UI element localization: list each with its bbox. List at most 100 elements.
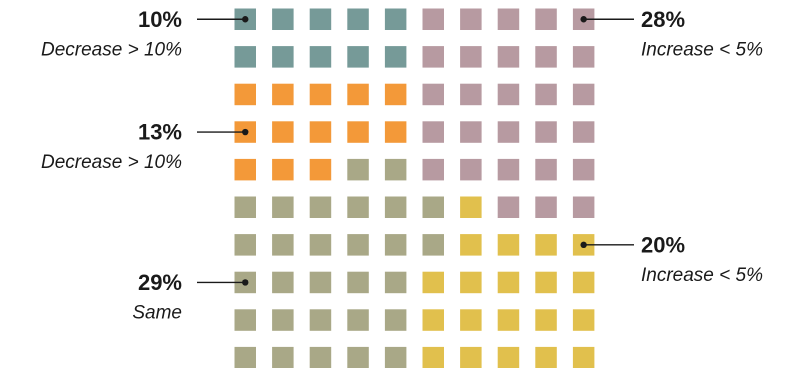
- waffle-cell-same: [347, 347, 369, 368]
- waffle-cell-increase-lt-5-mauve: [460, 121, 482, 143]
- waffle-cell-increase-lt-5-mauve: [423, 84, 445, 106]
- waffle-cell-increase-lt-5-mauve: [423, 9, 445, 31]
- waffle-cell-increase-lt-5-mauve: [498, 46, 520, 68]
- waffle-cell-increase-lt-5-mauve: [535, 121, 557, 143]
- waffle-cell-same: [385, 309, 407, 331]
- percent-label: 20%: [641, 232, 685, 257]
- waffle-cell-increase-lt-5-yellow: [498, 347, 520, 368]
- waffle-cell-decrease-gt-10-orange: [310, 84, 332, 106]
- waffle-cell-increase-lt-5-mauve: [573, 121, 595, 143]
- waffle-cell-increase-lt-5-yellow: [460, 309, 482, 331]
- waffle-cell-increase-lt-5-yellow: [535, 272, 557, 294]
- waffle-cell-increase-lt-5-mauve: [498, 197, 520, 219]
- waffle-cell-increase-lt-5-yellow: [573, 347, 595, 368]
- waffle-cell-same: [347, 159, 369, 181]
- waffle-cell-same: [272, 234, 294, 256]
- waffle-cell-decrease-gt-10-orange: [272, 121, 294, 143]
- waffle-cell-same: [423, 197, 445, 219]
- waffle-cell-increase-lt-5-mauve: [460, 159, 482, 181]
- description-label: Decrease > 10%: [41, 152, 182, 173]
- waffle-cell-increase-lt-5-yellow: [535, 309, 557, 331]
- waffle-cell-decrease-gt-10-orange: [347, 84, 369, 106]
- waffle-cell-increase-lt-5-mauve: [535, 9, 557, 31]
- waffle-cell-increase-lt-5-mauve: [573, 84, 595, 106]
- waffle-cell-increase-lt-5-mauve: [535, 197, 557, 219]
- waffle-cell-increase-lt-5-mauve: [423, 159, 445, 181]
- waffle-cell-same: [347, 234, 369, 256]
- waffle-cell-same: [310, 347, 332, 368]
- waffle-cell-increase-lt-5-mauve: [423, 46, 445, 68]
- waffle-cell-decrease-gt-10-orange: [272, 84, 294, 106]
- percent-label: 29%: [138, 270, 182, 295]
- waffle-cell-increase-lt-5-mauve: [535, 159, 557, 181]
- waffle-cell-increase-lt-5-yellow: [498, 234, 520, 256]
- waffle-cell-increase-lt-5-mauve: [498, 121, 520, 143]
- anchor-dot: [242, 16, 248, 22]
- waffle-cell-decrease-gt-10-teal: [385, 9, 407, 31]
- waffle-cell-increase-lt-5-yellow: [535, 347, 557, 368]
- waffle-cell-increase-lt-5-yellow: [573, 309, 595, 331]
- annotation-decrease-gt-10-teal: 10% Decrease > 10%: [41, 7, 248, 61]
- waffle-cell-increase-lt-5-mauve: [573, 159, 595, 181]
- waffle-cell-increase-lt-5-yellow: [498, 272, 520, 294]
- waffle-cell-same: [385, 347, 407, 368]
- waffle-cell-same: [235, 309, 257, 331]
- waffle-cell-decrease-gt-10-orange: [310, 121, 332, 143]
- waffle-cell-increase-lt-5-mauve: [535, 46, 557, 68]
- waffle-cell-increase-lt-5-yellow: [498, 309, 520, 331]
- waffle-cell-increase-lt-5-mauve: [535, 84, 557, 106]
- percent-label: 28%: [641, 7, 685, 32]
- waffle-cell-same: [347, 197, 369, 219]
- waffle-cell-increase-lt-5-yellow: [573, 272, 595, 294]
- waffle-cell-decrease-gt-10-orange: [347, 121, 369, 143]
- waffle-cell-decrease-gt-10-teal: [347, 46, 369, 68]
- waffle-cell-increase-lt-5-mauve: [498, 84, 520, 106]
- description-label: Decrease > 10%: [41, 39, 182, 60]
- waffle-cell-decrease-gt-10-orange: [272, 159, 294, 181]
- waffle-cell-increase-lt-5-mauve: [573, 197, 595, 219]
- annotation-same: 29% Same: [132, 270, 248, 324]
- waffle-cell-decrease-gt-10-teal: [347, 9, 369, 31]
- waffle-cell-same: [272, 197, 294, 219]
- waffle-cell-decrease-gt-10-orange: [235, 159, 257, 181]
- waffle-cell-increase-lt-5-mauve: [423, 121, 445, 143]
- waffle-cell-same: [272, 347, 294, 368]
- waffle-cell-same: [272, 272, 294, 294]
- waffle-cell-decrease-gt-10-orange: [385, 121, 407, 143]
- waffle-cell-increase-lt-5-yellow: [423, 347, 445, 368]
- anchor-dot: [580, 242, 586, 248]
- percent-label: 13%: [138, 120, 182, 145]
- waffle-cell-decrease-gt-10-teal: [272, 46, 294, 68]
- waffle-cell-same: [272, 309, 294, 331]
- waffle-cell-increase-lt-5-yellow: [460, 347, 482, 368]
- waffle-cell-increase-lt-5-yellow: [423, 309, 445, 331]
- waffle-cell-decrease-gt-10-teal: [310, 9, 332, 31]
- waffle-cell-same: [310, 309, 332, 331]
- annotation-increase-lt-5-yellow: 20% Increase < 5%: [580, 232, 763, 286]
- description-label: Same: [132, 302, 182, 323]
- anchor-dot: [580, 16, 586, 22]
- anchor-dot: [242, 129, 248, 135]
- waffle-cell-decrease-gt-10-teal: [272, 9, 294, 31]
- waffle-cell-same: [347, 309, 369, 331]
- waffle-cell-same: [385, 197, 407, 219]
- description-label: Increase < 5%: [641, 265, 763, 286]
- waffle-cell-decrease-gt-10-orange: [235, 84, 257, 106]
- waffle-cell-same: [385, 159, 407, 181]
- waffle-cell-decrease-gt-10-teal: [310, 46, 332, 68]
- waffle-cell-same: [310, 197, 332, 219]
- waffle-cell-increase-lt-5-mauve: [498, 9, 520, 31]
- waffle-cell-increase-lt-5-mauve: [498, 159, 520, 181]
- waffle-cell-same: [385, 234, 407, 256]
- description-label: Increase < 5%: [641, 39, 763, 60]
- waffle-cell-increase-lt-5-yellow: [535, 234, 557, 256]
- anchor-dot: [242, 279, 248, 285]
- waffle-cell-same: [310, 272, 332, 294]
- waffle-cell-increase-lt-5-mauve: [460, 46, 482, 68]
- waffle-cell-increase-lt-5-mauve: [460, 9, 482, 31]
- waffle-cell-increase-lt-5-yellow: [460, 234, 482, 256]
- waffle-cell-decrease-gt-10-orange: [310, 159, 332, 181]
- waffle-cell-same: [235, 347, 257, 368]
- waffle-cell-increase-lt-5-mauve: [573, 46, 595, 68]
